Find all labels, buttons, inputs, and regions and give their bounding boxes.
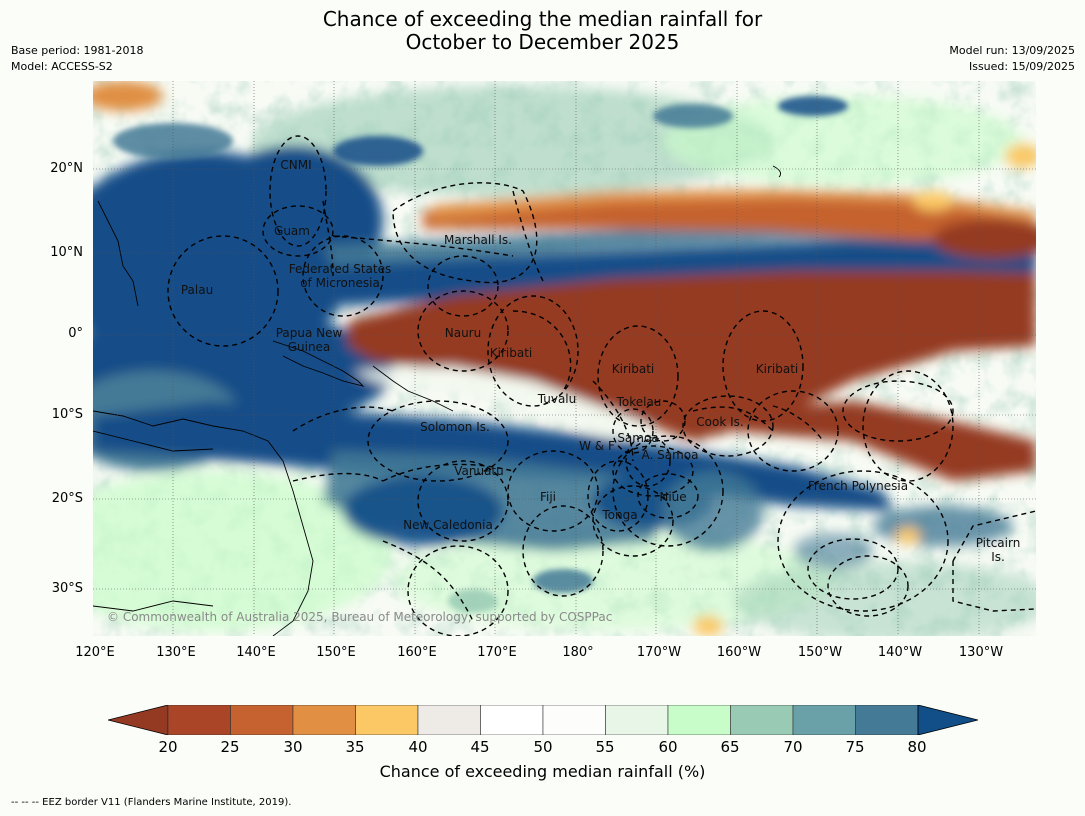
colorbar-tick-75: 75 (845, 738, 865, 756)
colorbar-tick-50: 50 (533, 738, 553, 756)
colorbar-tick-70: 70 (783, 738, 803, 756)
colorbar-tick-80: 80 (907, 738, 927, 756)
place-label-asamoa: A. Samoa (642, 448, 699, 462)
place-labels: CNMI Guam Marshall Is. Federated States of M… (181, 158, 1020, 564)
meta-left: Base period: 1981-2018 Model: ACCESS-S2 (11, 43, 143, 75)
meta-right: Model run: 13/09/2025 Issued: 15/09/2025 (949, 43, 1075, 75)
place-label-tokelau: Tokelau (616, 395, 662, 409)
lat-tick-30s: 30°S (51, 581, 83, 596)
lon-tick-130e: 130°E (156, 645, 196, 660)
place-label-solomon: Solomon Is. (420, 420, 490, 434)
colorbar-segment (167, 704, 231, 736)
lat-tick-0: 0° (68, 326, 83, 341)
lon-tick-140w: 140°W (877, 645, 923, 660)
title-line-2: October to December 2025 (405, 30, 680, 54)
colorbar-tick-35: 35 (345, 738, 365, 756)
land-outlines (93, 165, 782, 636)
lat-tick-10n: 10°N (50, 245, 83, 260)
colorbar-segment (417, 704, 481, 736)
place-label-niue: Niue (659, 490, 686, 504)
title-line-1: Chance of exceeding the median rainfall … (322, 7, 763, 31)
place-label-kiribati1: Kiribati (490, 346, 532, 360)
place-label-palau: Palau (181, 283, 213, 297)
place-label-wf: W & F (579, 439, 615, 453)
colorbar-under-arrow (107, 704, 169, 736)
lon-tick-170e: 170°E (477, 645, 517, 660)
place-label-tuvalu: Tuvalu (537, 392, 577, 406)
colorbar-segment (542, 704, 606, 736)
lon-tick-170w: 170°W (636, 645, 682, 660)
base-period: Base period: 1981-2018 (11, 44, 144, 57)
colorbar-tick-55: 55 (595, 738, 615, 756)
place-label-nauru: Nauru (445, 326, 481, 340)
graticule (93, 81, 1036, 636)
place-label-newcal: New Caledonia (403, 518, 493, 532)
lon-tick-150e: 150°E (316, 645, 356, 660)
place-label-cook: Cook Is. (696, 415, 743, 429)
lon-tick-130w: 130°W (958, 645, 1004, 660)
colorbar-segment (230, 704, 294, 736)
colorbar-segment (355, 704, 419, 736)
colorbar-segment (605, 704, 669, 736)
detail-field (113, 96, 848, 613)
chart-title: Chance of exceeding the median rainfall … (0, 8, 1085, 54)
lat-tick-20n: 20°N (50, 161, 83, 176)
colorbar-tick-45: 45 (470, 738, 490, 756)
lon-tick-140e: 140°E (236, 645, 276, 660)
model-run: Model run: 13/09/2025 (949, 44, 1075, 57)
colorbar-label: Chance of exceeding median rainfall (%) (379, 762, 706, 781)
model-name: Model: ACCESS-S2 (11, 60, 113, 73)
eez-footnote: -- -- -- EEZ border V11 (Flanders Marine… (11, 797, 292, 808)
map-svg: © Commonwealth of Australia 2025, Bureau… (93, 81, 1036, 636)
place-label-kiribati2: Kiribati (612, 362, 654, 376)
place-label-png: Papua New Guinea (276, 326, 343, 354)
probability-field (93, 81, 1036, 636)
colorbar-over-arrow (917, 704, 979, 736)
place-label-fiji: Fiji (540, 490, 556, 504)
lon-tick-160e: 160°E (397, 645, 437, 660)
colorbar-segment (730, 704, 794, 736)
place-label-fsm: Federated States of Micronesia (289, 262, 391, 290)
colorbar-tick-40: 40 (408, 738, 428, 756)
colorbar-svg (107, 704, 979, 736)
colorbar-tick-65: 65 (720, 738, 740, 756)
lon-tick-120e: 120°E (75, 645, 115, 660)
copyright-notice: © Commonwealth of Australia 2025, Bureau… (107, 610, 612, 624)
colorbar-segment (855, 704, 919, 736)
colorbar (107, 704, 979, 736)
colorbar-tick-20: 20 (158, 738, 178, 756)
issued-date: Issued: 15/09/2025 (968, 60, 1075, 73)
place-label-vanuatu: Vanuatu (454, 464, 504, 478)
place-label-guam: Guam (274, 224, 310, 238)
colorbar-segment (667, 704, 731, 736)
place-label-pitcairn: Pitcairn Is. (976, 536, 1021, 564)
place-label-marshall: Marshall Is. (444, 233, 512, 247)
place-label-samoa: Samoa (617, 431, 658, 445)
colorbar-segment (292, 704, 356, 736)
rainfall-map[interactable]: © Commonwealth of Australia 2025, Bureau… (93, 81, 1036, 636)
eez-borders (167, 135, 1036, 636)
colorbar-segment (480, 704, 544, 736)
lon-tick-150w: 150°W (797, 645, 843, 660)
lon-tick-180: 180° (562, 645, 594, 660)
lon-tick-160w: 160°W (716, 645, 762, 660)
place-label-cnmi: CNMI (280, 158, 311, 172)
colorbar-tick-30: 30 (283, 738, 303, 756)
lat-tick-10s: 10°S (51, 407, 83, 422)
place-label-frpoly: French Polynesia (808, 479, 908, 493)
place-label-tonga: Tonga (601, 508, 637, 522)
colorbar-tick-25: 25 (220, 738, 240, 756)
place-label-kiribati3: Kiribati (756, 362, 798, 376)
colorbar-tick-60: 60 (658, 738, 678, 756)
lat-tick-20s: 20°S (51, 491, 83, 506)
colorbar-segment (792, 704, 856, 736)
